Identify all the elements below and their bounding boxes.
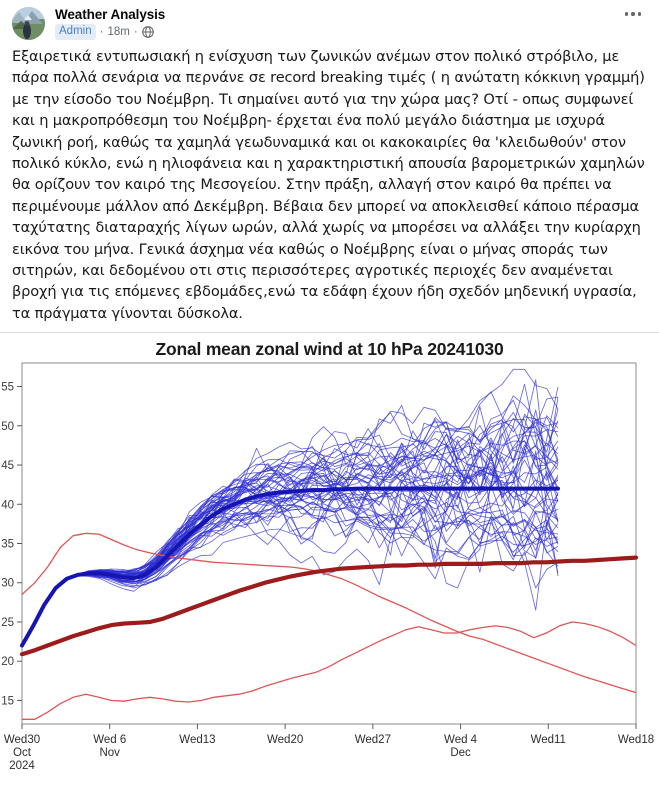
y-axis-tick-label: 30 xyxy=(1,578,14,590)
post-meta: Admin · 18m · xyxy=(55,24,165,40)
post-header-text: Weather Analysis Admin · 18m · xyxy=(55,6,165,40)
ellipsis-dot xyxy=(631,12,635,16)
admin-badge: Admin xyxy=(55,24,96,40)
meta-separator-2: · xyxy=(133,25,138,38)
x-axis-tick-label: Wed 4 xyxy=(444,734,478,746)
x-axis-tick-label: Wed20 xyxy=(267,734,303,746)
y-axis-tick-label: 45 xyxy=(1,460,14,472)
x-axis-tick-label: Wed27 xyxy=(355,734,391,746)
record-low-line xyxy=(22,621,637,721)
x-axis-tick-label: Wed18 xyxy=(618,734,654,746)
post-timestamp[interactable]: 18m xyxy=(107,25,130,38)
y-axis-tick-label: 25 xyxy=(1,617,14,629)
x-axis-tick-label: Wed13 xyxy=(179,734,215,746)
x-axis-tick-label: Nov xyxy=(99,747,120,759)
climatology-line xyxy=(19,555,639,657)
chart-title: Zonal mean zonal wind at 10 hPa 20241030 xyxy=(155,339,504,360)
chart-attachment[interactable]: Zonal mean zonal wind at 10 hPa 20241030… xyxy=(0,332,659,803)
record-high-line xyxy=(21,532,637,694)
avatar-image xyxy=(12,7,45,40)
x-axis-tick-label: 2024 xyxy=(9,760,35,772)
y-axis-tick-label: 15 xyxy=(1,696,14,708)
ellipsis-dot xyxy=(637,12,641,16)
y-axis-tick-label: 20 xyxy=(1,656,14,668)
control-forecast-line xyxy=(20,486,560,648)
y-axis-tick-label: 50 xyxy=(1,421,14,433)
post-options-button[interactable] xyxy=(624,12,641,16)
y-axis-tick-label: 40 xyxy=(1,500,14,512)
page-name[interactable]: Weather Analysis xyxy=(55,7,166,22)
x-axis-tick-label: Wed 6 xyxy=(93,734,126,746)
x-axis-tick-label: Oct xyxy=(13,747,32,759)
y-axis-tick-label: 35 xyxy=(1,539,14,551)
y-axis-tick-label: 55 xyxy=(1,382,14,394)
ellipsis-dot xyxy=(624,12,628,16)
meta-separator-1: · xyxy=(99,25,104,38)
x-axis-tick-label: Wed11 xyxy=(531,734,566,746)
avatar[interactable] xyxy=(12,7,45,40)
x-axis-tick-label: Dec xyxy=(450,747,471,759)
facebook-post: Weather Analysis Admin · 18m · xyxy=(0,0,659,773)
x-axis-tick-label: Wed30 xyxy=(4,734,40,746)
globe-icon[interactable] xyxy=(141,26,154,38)
post-header: Weather Analysis Admin · 18m · xyxy=(0,0,659,42)
post-text: Εξαιρετικά εντυπωσιακή η ενίσχυση των ζω… xyxy=(12,48,645,322)
